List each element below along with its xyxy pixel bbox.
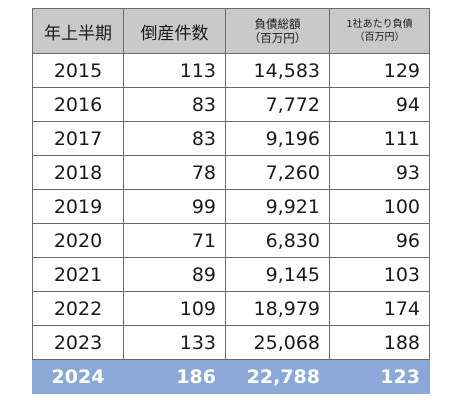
cell-per-company: 93 — [329, 155, 430, 190]
cell-year: 2021 — [32, 257, 124, 292]
cell-per-company: 96 — [329, 223, 430, 258]
header-per-company-unit: （百万円） — [354, 32, 405, 43]
table-row: 2019 99 9,921 100 — [32, 189, 430, 224]
cell-year: 2024 — [32, 359, 124, 394]
cell-debt: 6,830 — [225, 223, 330, 258]
header-row: 年上半期 倒産件数 負債総額 （百万円） 1社あたり負債 （百万円） — [32, 8, 430, 54]
table-row-highlight: 2024 186 22,788 123 — [32, 359, 430, 394]
cell-per-company: 94 — [329, 87, 430, 122]
header-count: 倒産件数 — [123, 8, 226, 54]
cell-debt: 9,921 — [225, 189, 330, 224]
cell-debt: 18,979 — [225, 291, 330, 326]
header-year: 年上半期 — [32, 8, 124, 54]
cell-count: 71 — [123, 223, 226, 258]
header-debt-unit: （百万円） — [248, 31, 307, 45]
cell-year: 2015 — [32, 53, 124, 88]
cell-debt: 9,145 — [225, 257, 330, 292]
cell-debt: 7,260 — [225, 155, 330, 190]
cell-debt: 22,788 — [225, 359, 330, 394]
table-row: 2023 133 25,068 188 — [32, 325, 430, 360]
table-row: 2015 113 14,583 129 — [32, 53, 430, 88]
header-debt: 負債総額 （百万円） — [225, 8, 330, 54]
cell-per-company: 188 — [329, 325, 430, 360]
cell-per-company: 103 — [329, 257, 430, 292]
cell-per-company: 174 — [329, 291, 430, 326]
header-debt-label: 負債総額 — [254, 17, 301, 31]
cell-year: 2017 — [32, 121, 124, 156]
cell-debt: 7,772 — [225, 87, 330, 122]
cell-count: 186 — [123, 359, 226, 394]
cell-count: 113 — [123, 53, 226, 88]
table-row: 2017 83 9,196 111 — [32, 121, 430, 156]
table-row: 2021 89 9,145 103 — [32, 257, 430, 292]
bankruptcy-table: 年上半期 倒産件数 負債総額 （百万円） 1社あたり負債 （百万円） 2015 1… — [32, 8, 430, 394]
table-body: 2015 113 14,583 129 2016 83 7,772 94 2017 83 9,196… — [32, 53, 430, 394]
cell-per-company: 111 — [329, 121, 430, 156]
cell-per-company: 129 — [329, 53, 430, 88]
header-per-company-label: 1社あたり負債 — [346, 19, 413, 30]
cell-year: 2020 — [32, 223, 124, 258]
cell-count: 109 — [123, 291, 226, 326]
table-row: 2022 109 18,979 174 — [32, 291, 430, 326]
cell-debt: 9,196 — [225, 121, 330, 156]
cell-year: 2016 — [32, 87, 124, 122]
header-per-company: 1社あたり負債 （百万円） — [329, 8, 430, 54]
cell-debt: 25,068 — [225, 325, 330, 360]
cell-per-company: 100 — [329, 189, 430, 224]
cell-count: 133 — [123, 325, 226, 360]
cell-per-company: 123 — [329, 359, 430, 394]
table-row: 2016 83 7,772 94 — [32, 87, 430, 122]
cell-year: 2022 — [32, 291, 124, 326]
cell-year: 2023 — [32, 325, 124, 360]
table-row: 2020 71 6,830 96 — [32, 223, 430, 258]
table-row: 2018 78 7,260 93 — [32, 155, 430, 190]
cell-count: 83 — [123, 121, 226, 156]
cell-year: 2018 — [32, 155, 124, 190]
cell-count: 89 — [123, 257, 226, 292]
cell-count: 83 — [123, 87, 226, 122]
cell-year: 2019 — [32, 189, 124, 224]
cell-count: 99 — [123, 189, 226, 224]
cell-count: 78 — [123, 155, 226, 190]
cell-debt: 14,583 — [225, 53, 330, 88]
